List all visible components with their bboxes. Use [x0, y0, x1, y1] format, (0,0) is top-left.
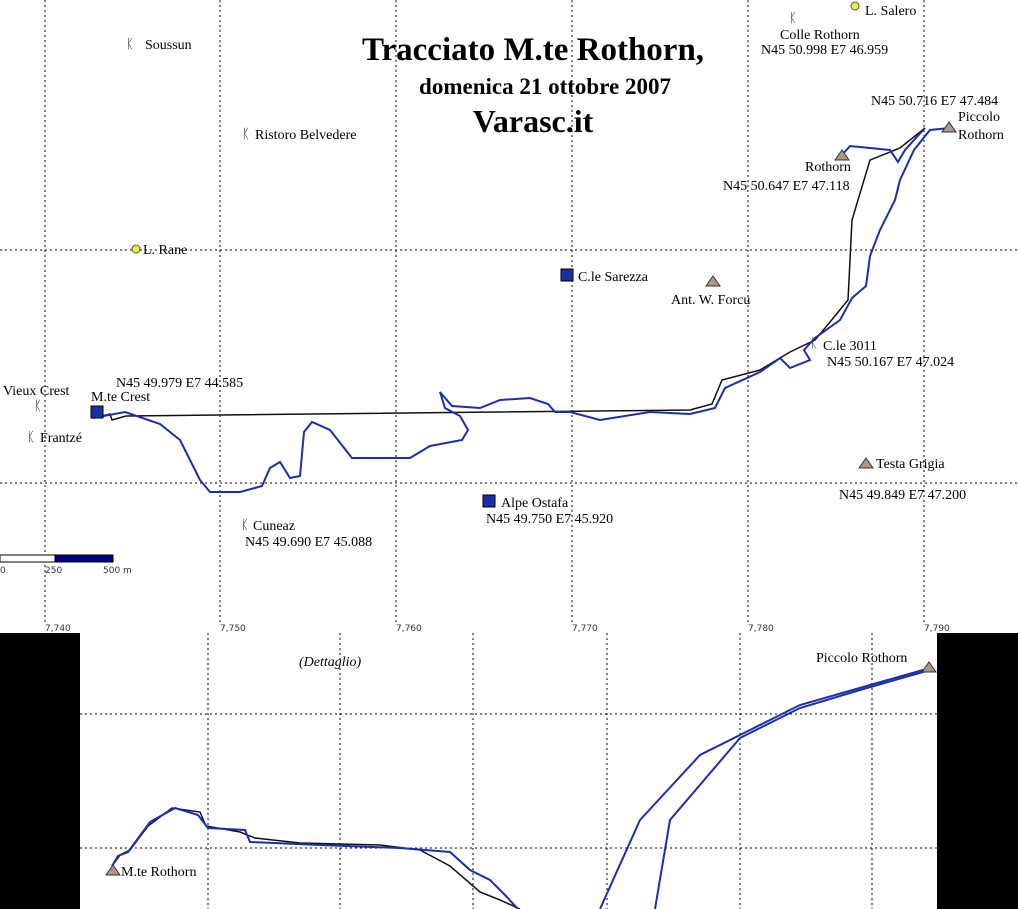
lake-icon [850, 1, 860, 11]
axis-tick: 7,740 [45, 624, 71, 634]
place-label: C.le Sarezza [578, 270, 649, 285]
peak-icon [705, 275, 721, 287]
scale-segment [54, 554, 114, 563]
place-label: Rothorn [805, 160, 851, 175]
peak-icon [105, 864, 121, 876]
place-label: Ristoro Belvedere [255, 128, 356, 143]
scale-label: 0 [0, 566, 6, 576]
detail-label: (Dettaglio) [299, 655, 362, 670]
hut-icon [90, 405, 104, 419]
icons: ᛕ ᛕ ᛕ ᛕ ᛕ ᛕ ᛕ [27, 1, 957, 532]
axis-tick: 7,770 [572, 624, 598, 634]
place-coords: N45 50.716 E7 47.484 [871, 94, 998, 109]
scale-segment [0, 554, 56, 563]
place-label: L. Rane [143, 243, 187, 258]
title-line: Varasc.it [473, 103, 594, 139]
hiker-icon: ᛕ [241, 517, 249, 532]
peak-icon [834, 149, 850, 161]
place-label: M.te Crest [91, 390, 150, 405]
hiker-icon: ᛕ [789, 10, 797, 25]
hut-icon [482, 494, 496, 508]
place-label: Rothorn [958, 128, 1004, 143]
title-line: Tracciato M.te Rothorn, [362, 32, 704, 68]
grid [0, 0, 1018, 622]
labels: L. Salero Colle Rothorn N45 50.998 E7 46… [3, 4, 1004, 550]
place-coords: N45 49.979 E7 44.585 [116, 376, 243, 391]
place-label: M.te Rothorn [121, 865, 196, 880]
hiker-icon: ᛕ [810, 335, 818, 350]
place-label: C.le 3011 [823, 339, 877, 354]
track-blue [92, 127, 951, 493]
place-coords: N45 49.750 E7 45.920 [486, 512, 613, 527]
hiker-icon: ᛕ [126, 36, 134, 51]
track-blue [111, 806, 519, 909]
place-label: Vieux Crest [3, 384, 70, 399]
place-label: Frantzé [40, 431, 82, 446]
scale-label: 250 [45, 566, 62, 576]
axis-ticks: 7,740 7,750 7,760 7,770 7,780 7,790 [45, 624, 950, 634]
track-blue [654, 669, 931, 909]
place-label: Testa Grigia [876, 457, 945, 472]
hiker-icon: ᛕ [34, 398, 42, 413]
title: Tracciato M.te Rothorn, domenica 21 otto… [362, 32, 704, 139]
peak-icon [858, 457, 874, 469]
place-label: Piccolo [958, 110, 1000, 125]
peak-icon [941, 121, 957, 133]
place-label: Piccolo Rothorn [816, 651, 907, 666]
tracks [92, 127, 951, 493]
title-line: domenica 21 ottobre 2007 [419, 74, 671, 99]
track-blue [841, 127, 926, 164]
axis-tick: 7,760 [396, 624, 422, 634]
axis-tick: 7,790 [924, 624, 950, 634]
scale-bar: 0 250 500 m [0, 554, 132, 576]
upper-map [0, 0, 1018, 632]
place-coords: N45 49.690 E7 45.088 [245, 535, 372, 550]
place-label: Alpe Ostafa [501, 496, 569, 511]
place-label: Colle Rothorn [780, 28, 860, 43]
place-label: Ant. W. Forcu [671, 293, 750, 308]
axis-tick: 7,750 [220, 624, 246, 634]
detail-map [80, 633, 937, 909]
hiker-icon: ᛕ [27, 429, 35, 444]
axis-tick: 7,780 [748, 624, 774, 634]
place-coords: N45 50.998 E7 46.959 [761, 43, 888, 58]
place-coords: N45 50.167 E7 47.024 [827, 355, 954, 370]
track-blue [599, 667, 931, 909]
hiker-icon: ᛕ [242, 126, 250, 141]
place-coords: N45 49.849 E7 47.200 [839, 488, 966, 503]
place-label: L. Salero [865, 4, 916, 19]
lake-icon [131, 244, 141, 254]
peak-icon [921, 661, 937, 673]
place-label: Cuneaz [253, 519, 295, 534]
scale-label: 500 m [103, 566, 132, 576]
place-coords: N45 50.647 E7 47.118 [723, 179, 850, 194]
hut-icon [560, 268, 574, 282]
place-label: Soussun [145, 38, 192, 53]
detail-panel: (Dettaglio) Piccolo Rothorn M.te Rothorn [0, 633, 1018, 909]
